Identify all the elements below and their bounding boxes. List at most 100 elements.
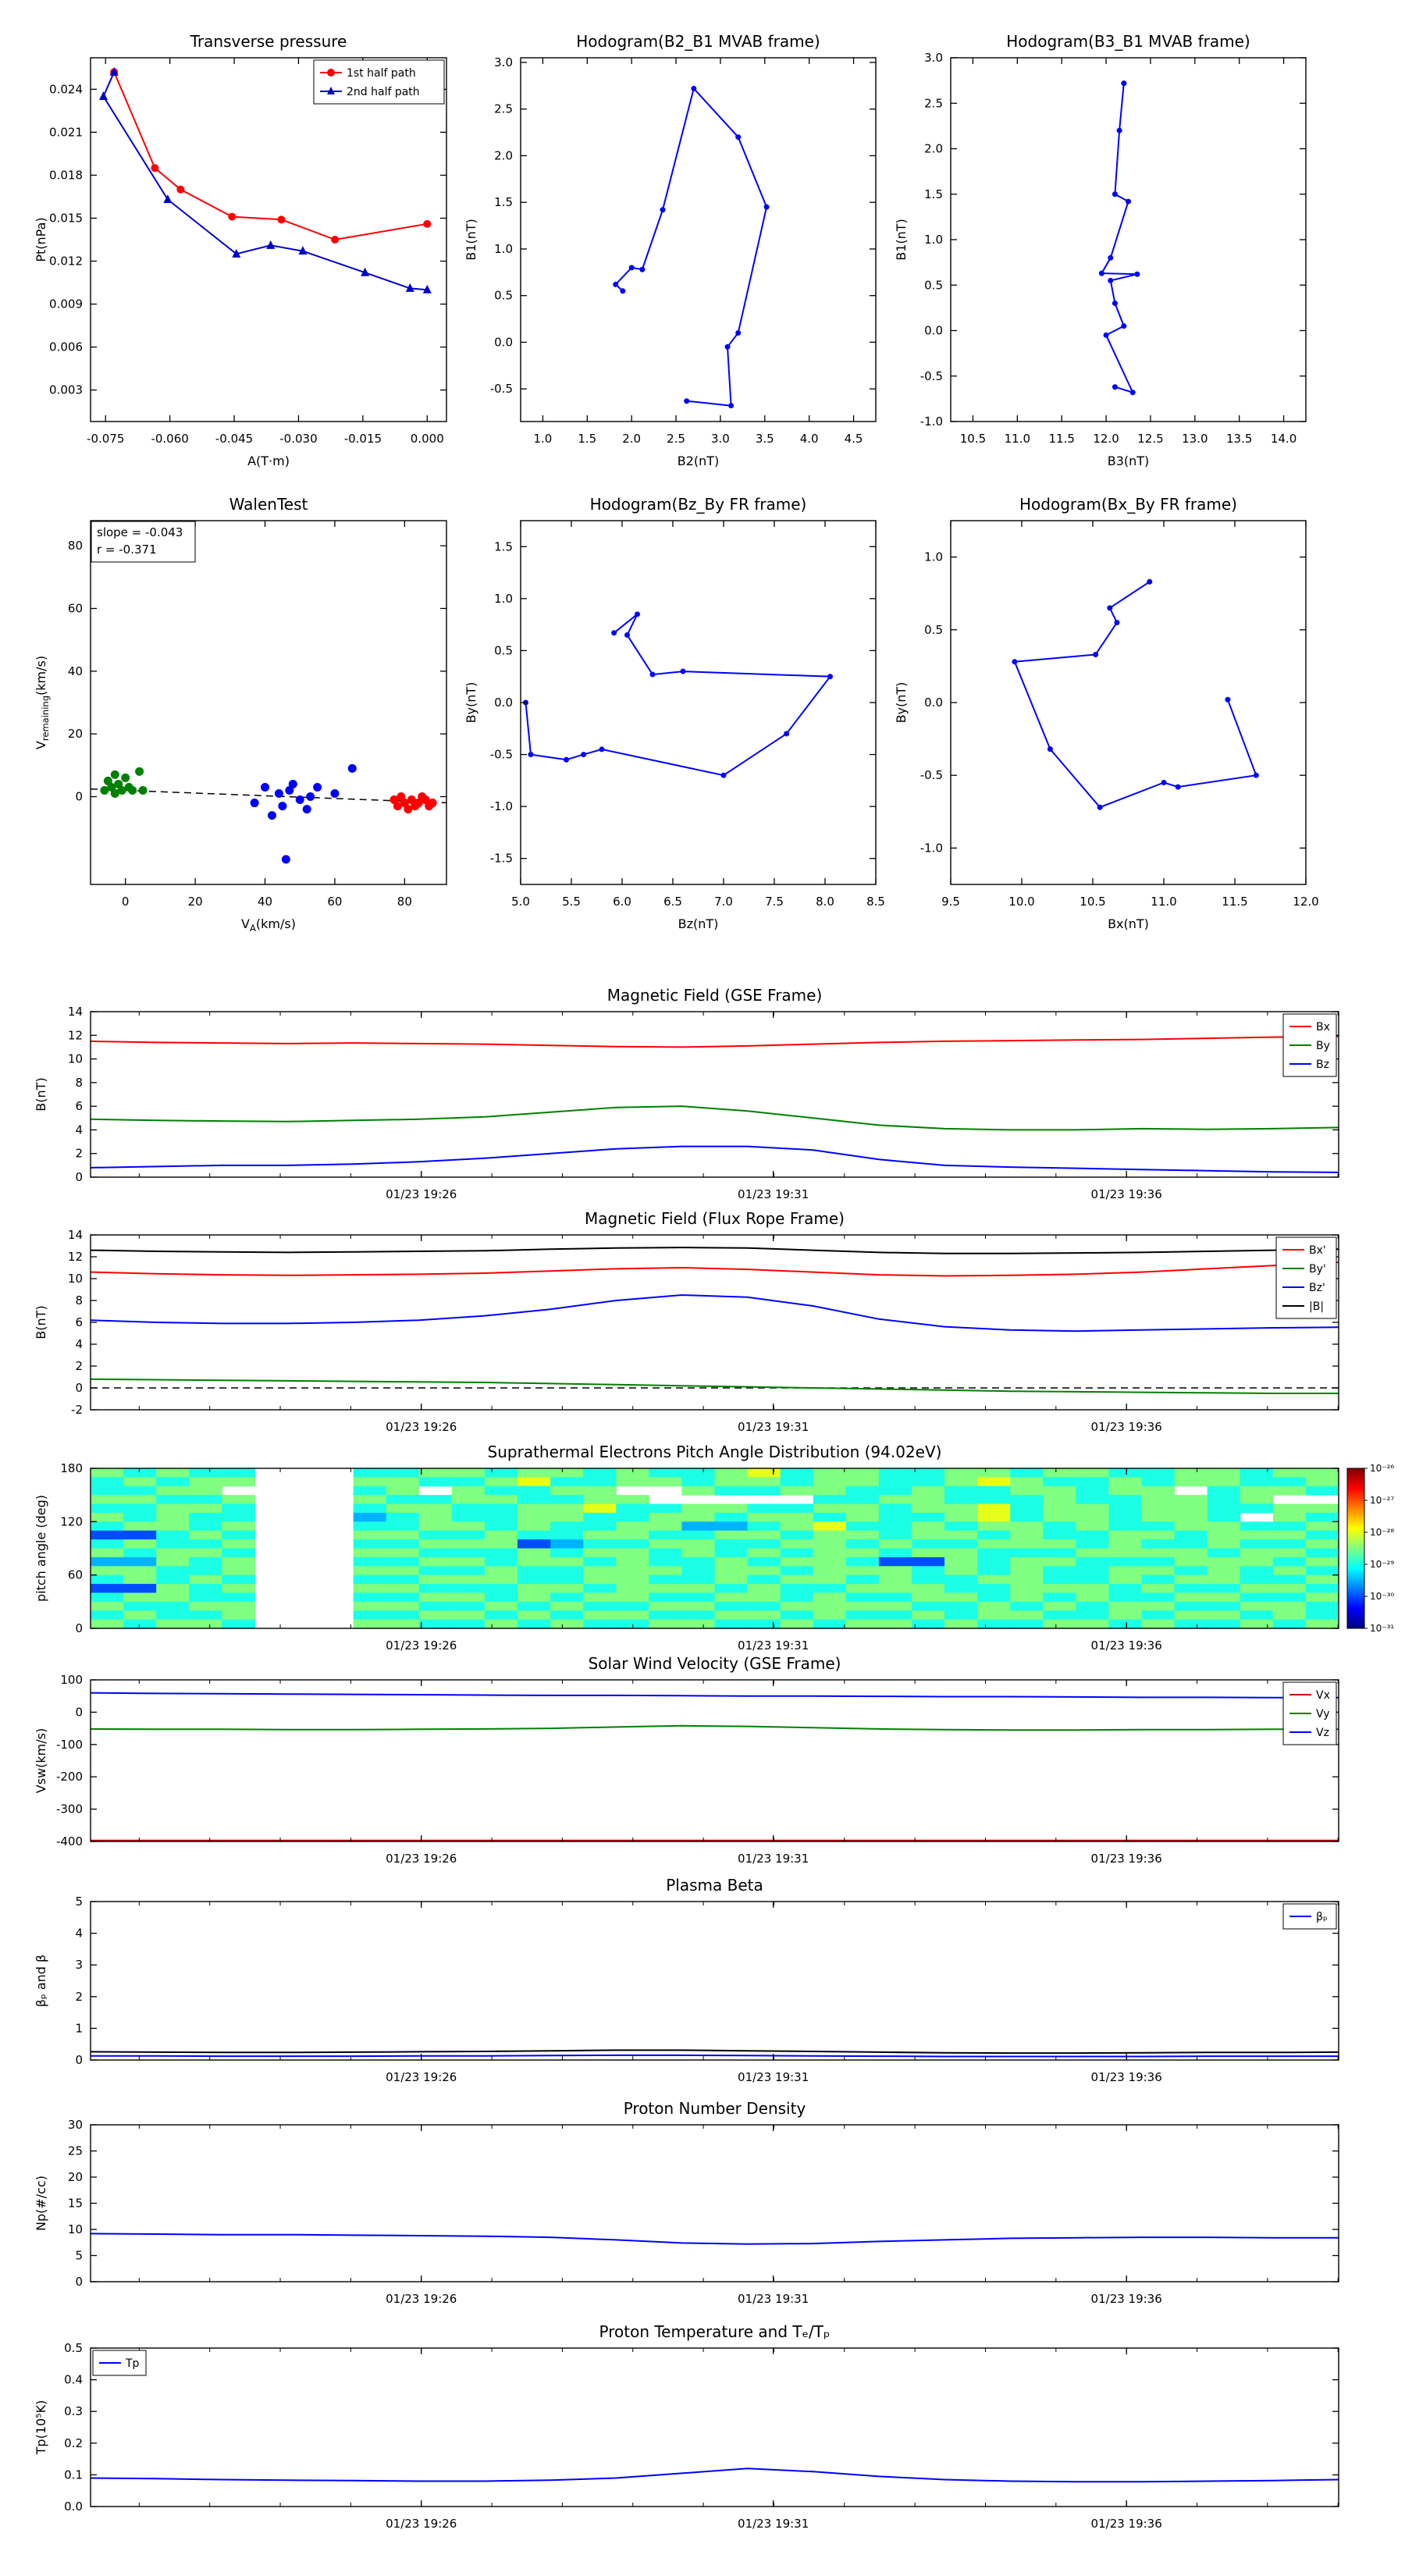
svg-text:13.5: 13.5: [1226, 432, 1252, 446]
svg-text:Bx': Bx': [1309, 1244, 1326, 1257]
svg-text:1.5: 1.5: [924, 187, 943, 201]
svg-text:0.4: 0.4: [64, 2373, 83, 2387]
svg-text:Plasma Beta: Plasma Beta: [666, 1876, 763, 1895]
svg-text:-200: -200: [56, 1770, 83, 1784]
svg-text:VA(km/s): VA(km/s): [241, 916, 296, 934]
svg-text:Vsw(km/s): Vsw(km/s): [34, 1728, 48, 1793]
svg-text:11.0: 11.0: [1005, 432, 1030, 446]
svg-text:13.0: 13.0: [1182, 432, 1208, 446]
svg-text:01/23 19:31: 01/23 19:31: [738, 1187, 809, 1201]
svg-text:-300: -300: [56, 1802, 83, 1816]
svg-text:60: 60: [327, 895, 342, 909]
svg-text:βₚ and β: βₚ and β: [34, 1955, 48, 2008]
svg-text:2: 2: [75, 1990, 83, 2004]
svg-text:Bz(nT): Bz(nT): [678, 916, 719, 931]
svg-text:0.5: 0.5: [64, 2341, 83, 2355]
svg-text:-1.0: -1.0: [920, 415, 943, 429]
panel-transverse-pressure: -0.075 -0.060 -0.045 -0.030 -0.015 0.000 0.003…: [34, 32, 447, 468]
svg-text:12.5: 12.5: [1137, 432, 1163, 446]
svg-text:2.0: 2.0: [494, 148, 513, 162]
svg-text:Proton Temperature and Tₑ/Tₚ: Proton Temperature and Tₑ/Tₚ: [599, 2322, 831, 2341]
svg-text:01/23 19:31: 01/23 19:31: [738, 1638, 809, 1653]
svg-text:8.5: 8.5: [866, 895, 885, 909]
svg-text:8: 8: [75, 1076, 83, 1090]
svg-text:A(T·m): A(T·m): [247, 454, 290, 468]
svg-text:Vremaining(km/s): Vremaining(km/s): [34, 656, 51, 749]
panel-hodogram-b3-b1: 10.5 11.0 11.5 12.0 12.5 13.0 13.5 14.0 -1.0 -0.5…: [894, 32, 1307, 468]
svg-text:120: 120: [60, 1514, 83, 1528]
svg-text:0.024: 0.024: [49, 82, 83, 96]
svg-text:3.0: 3.0: [494, 55, 513, 69]
svg-text:Magnetic Field (GSE Frame): Magnetic Field (GSE Frame): [607, 986, 823, 1005]
svg-text:01/23 19:26: 01/23 19:26: [386, 1420, 457, 1434]
svg-text:-0.060: -0.060: [151, 432, 188, 446]
svg-text:2: 2: [75, 1359, 83, 1373]
svg-text:0.003: 0.003: [49, 383, 83, 397]
svg-text:12.0: 12.0: [1093, 432, 1119, 446]
svg-text:Bx(nT): Bx(nT): [1108, 916, 1149, 931]
svg-text:3.0: 3.0: [924, 51, 943, 65]
svg-text:10⁻²⁶: 10⁻²⁶: [1370, 1463, 1394, 1474]
svg-text:10⁻²⁷: 10⁻²⁷: [1370, 1495, 1394, 1506]
svg-text:Suprathermal Electrons Pitch A: Suprathermal Electrons Pitch Angle Distr…: [488, 1443, 942, 1461]
svg-text:2.5: 2.5: [924, 96, 943, 110]
svg-text:3.0: 3.0: [711, 432, 730, 446]
svg-text:Tp: Tp: [125, 2357, 140, 2370]
svg-text:0.0: 0.0: [924, 696, 943, 710]
svg-text:0.5: 0.5: [494, 289, 513, 303]
svg-text:2.0: 2.0: [924, 142, 943, 156]
svg-text:01/23 19:26: 01/23 19:26: [386, 2070, 457, 2084]
svg-text:0.015: 0.015: [49, 211, 83, 225]
svg-text:0.5: 0.5: [924, 278, 943, 292]
svg-text:pitch angle (deg): pitch angle (deg): [34, 1495, 48, 1602]
svg-text:40: 40: [68, 664, 83, 678]
svg-text:2nd half path: 2nd half path: [347, 86, 420, 98]
svg-text:11.0: 11.0: [1151, 895, 1176, 909]
svg-text:Solar Wind Velocity (GSE Frame: Solar Wind Velocity (GSE Frame): [589, 1654, 841, 1673]
svg-text:10.5: 10.5: [1080, 895, 1105, 909]
svg-text:Vx: Vx: [1316, 1689, 1330, 1702]
svg-text:Hodogram(Bz_By FR frame): Hodogram(Bz_By FR frame): [590, 495, 807, 514]
svg-text:Bz: Bz: [1316, 1059, 1329, 1071]
svg-text:01/23 19:36: 01/23 19:36: [1091, 2292, 1162, 2306]
svg-text:-0.5: -0.5: [920, 369, 943, 383]
svg-text:B1(nT): B1(nT): [464, 219, 478, 261]
svg-text:40: 40: [258, 895, 272, 909]
svg-text:0.0: 0.0: [494, 335, 513, 349]
svg-text:11.5: 11.5: [1048, 432, 1074, 446]
svg-text:10: 10: [68, 1052, 83, 1066]
svg-text:10.5: 10.5: [960, 432, 986, 446]
panel-pitch-angle-distribution: 01/23 19:26 01/23 19:31 01/23 19:36 0 60 120 1…: [34, 1443, 1394, 1653]
svg-text:By: By: [1316, 1040, 1330, 1052]
svg-text:Np(#/cc): Np(#/cc): [34, 2176, 48, 2231]
svg-text:By(nT): By(nT): [464, 682, 478, 724]
svg-text:80: 80: [397, 895, 412, 909]
svg-text:Vz: Vz: [1316, 1727, 1329, 1739]
svg-text:0.021: 0.021: [49, 125, 83, 139]
panel-hodogram-b2-b1: 1.0 1.5 2.0 2.5 3.0 3.5 4.0 4.5 -0.5 0.0 0.5 1.0 1.5…: [464, 32, 877, 468]
svg-text:0: 0: [75, 1381, 83, 1395]
svg-text:0.0: 0.0: [494, 696, 513, 710]
svg-text:1.0: 1.0: [924, 233, 943, 247]
svg-text:Bx: Bx: [1316, 1021, 1330, 1034]
svg-text:0.1: 0.1: [64, 2467, 83, 2482]
svg-text:01/23 19:31: 01/23 19:31: [738, 2517, 809, 2531]
svg-text:-0.015: -0.015: [344, 432, 382, 446]
svg-text:01/23 19:31: 01/23 19:31: [738, 1852, 809, 1866]
svg-text:9.5: 9.5: [941, 895, 960, 909]
svg-text:2.0: 2.0: [622, 432, 641, 446]
svg-text:80: 80: [68, 539, 83, 553]
svg-text:Tp(10⁵K): Tp(10⁵K): [34, 2400, 48, 2456]
svg-text:B3(nT): B3(nT): [1108, 454, 1150, 468]
svg-text:4: 4: [75, 1337, 83, 1351]
svg-text:B(nT): B(nT): [34, 1305, 48, 1339]
panel-walen-test: 0 20 40 60 80 0 20 40 60 80 WalenTest VA(km/s) Vrema…: [34, 495, 447, 934]
svg-text:-0.5: -0.5: [490, 748, 513, 762]
svg-text:10⁻²⁹: 10⁻²⁹: [1370, 1559, 1394, 1570]
svg-text:0.009: 0.009: [49, 297, 83, 311]
svg-text:7.5: 7.5: [765, 895, 784, 909]
svg-text:100: 100: [60, 1673, 83, 1687]
svg-text:14.0: 14.0: [1271, 432, 1297, 446]
svg-text:60: 60: [68, 601, 83, 615]
